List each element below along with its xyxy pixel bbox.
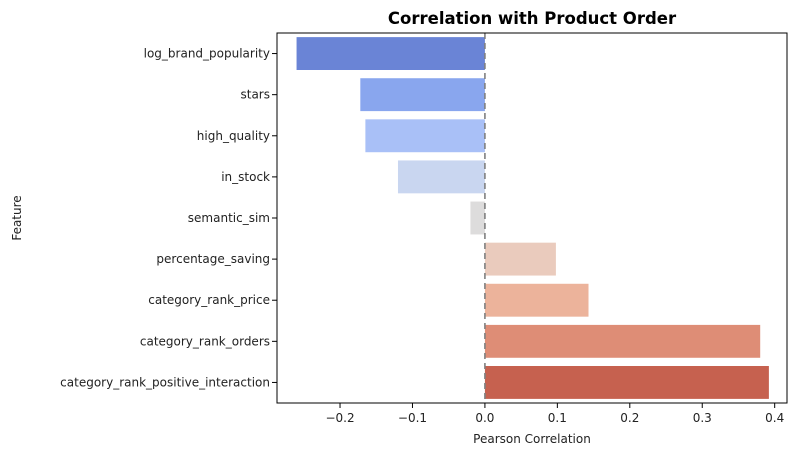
bar-semantic-sim — [470, 201, 485, 235]
x-axis-label: Pearson Correlation — [473, 432, 591, 446]
x-tick-label: −0.2 — [325, 411, 354, 425]
y-tick-label: category_rank_price — [148, 293, 270, 307]
bar-category-rank-orders — [484, 324, 761, 358]
y-tick-label: in_stock — [221, 170, 270, 184]
y-tick-label: category_rank_positive_interaction — [60, 375, 270, 389]
y-tick-label: percentage_saving — [156, 252, 270, 266]
y-tick-label: high_quality — [197, 129, 270, 143]
bar-in-stock — [397, 160, 485, 194]
y-tick-label: log_brand_popularity — [144, 47, 270, 61]
bar-category-rank-positive-interaction — [484, 366, 769, 399]
x-axis-ticks: −0.2 −0.1 0.0 0.1 0.2 0.3 0.4 — [325, 403, 784, 425]
x-tick-label: 0.4 — [765, 411, 784, 425]
x-tick-label: −0.1 — [398, 411, 427, 425]
x-tick-label: 0.3 — [693, 411, 712, 425]
bar-stars — [360, 78, 485, 112]
bar-high-quality — [365, 119, 485, 153]
bar-percentage-saving — [484, 242, 556, 276]
bars-group — [296, 37, 769, 399]
y-tick-label: semantic_sim — [188, 211, 270, 225]
x-tick-label: 0.1 — [548, 411, 567, 425]
x-tick-label: 0.2 — [620, 411, 639, 425]
chart-title: Correlation with Product Order — [388, 9, 677, 28]
bar-category-rank-price — [484, 283, 589, 317]
y-tick-label: category_rank_orders — [140, 334, 270, 348]
y-axis-label: Feature — [10, 195, 24, 240]
y-tick-label: stars — [241, 88, 271, 102]
x-tick-label: 0.0 — [475, 411, 494, 425]
bar-log-brand-popularity — [296, 37, 485, 70]
